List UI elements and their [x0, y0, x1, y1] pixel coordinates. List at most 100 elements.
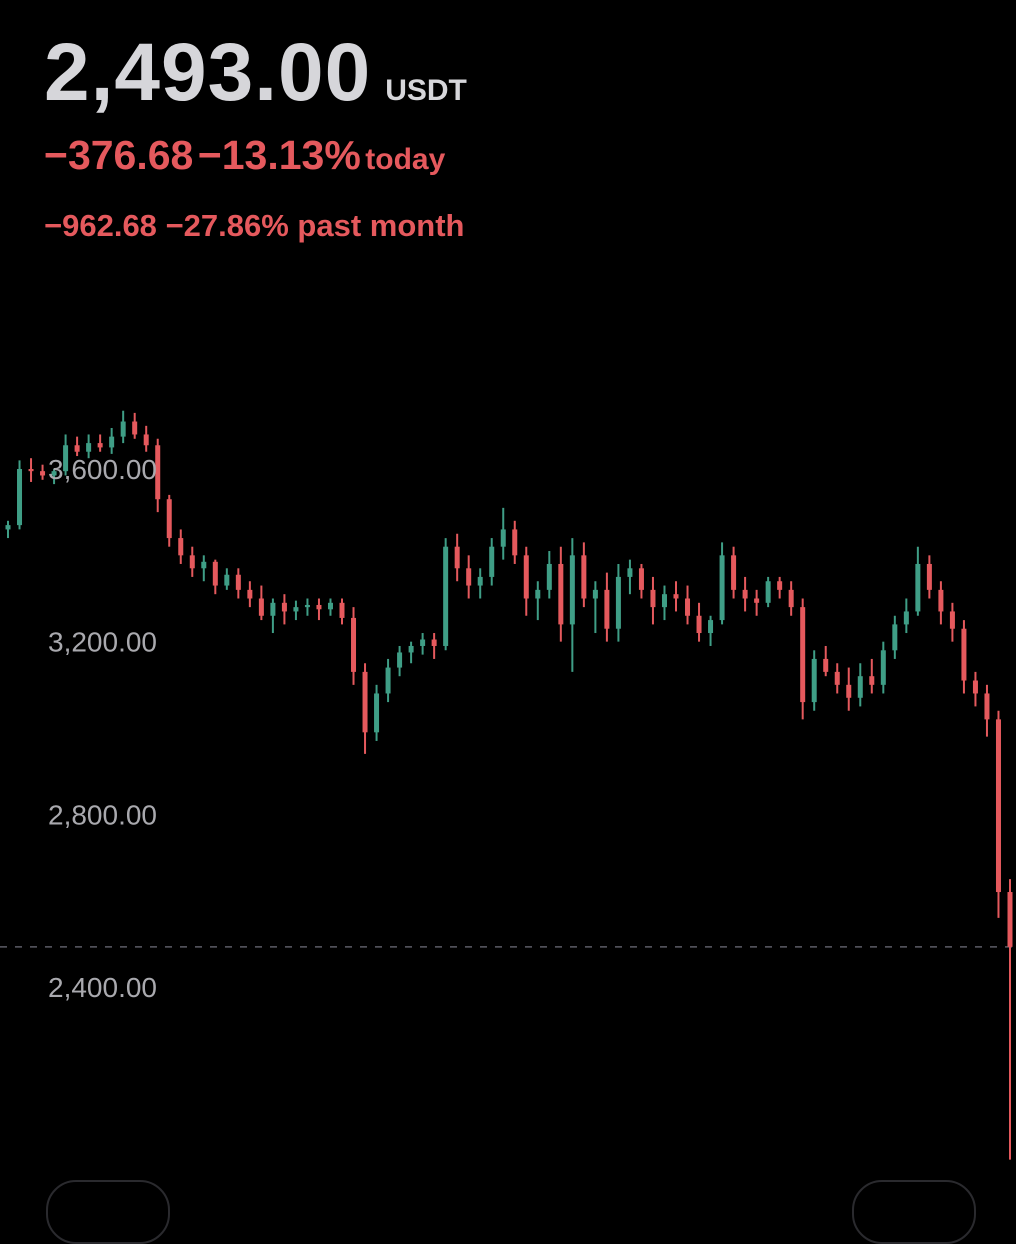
candle-body [800, 607, 806, 703]
candle [500, 507, 506, 560]
candle-body [638, 568, 644, 590]
candle [685, 585, 691, 625]
candle [742, 576, 748, 612]
candle [351, 607, 357, 685]
candle-body [615, 576, 621, 629]
candle-body [316, 604, 322, 610]
candle-body [86, 443, 92, 452]
candle [247, 581, 253, 608]
candle [362, 663, 368, 754]
candle [489, 538, 495, 586]
candle-body [823, 658, 829, 672]
candle-body [270, 602, 276, 616]
candle-body [846, 684, 852, 698]
candle-body [731, 555, 737, 590]
candlestick-chart[interactable]: 3,600.00 3,200.00 2,800.00 2,400.00 [0, 0, 1016, 1200]
candle-body [212, 561, 218, 586]
candle-body [685, 598, 691, 616]
candle [1007, 879, 1013, 1160]
candle-body [627, 568, 633, 577]
candle [777, 576, 783, 599]
candle [166, 494, 172, 547]
candle [938, 581, 944, 625]
candle-body [546, 563, 552, 590]
y-tick-label: 2,400.00 [48, 972, 157, 1003]
candle-body [523, 555, 529, 599]
candle [304, 598, 310, 616]
candle-body [431, 639, 437, 646]
current-price: 2,493.00 [44, 27, 372, 118]
candle-body [673, 594, 679, 599]
candle-body [569, 555, 575, 625]
candle [765, 576, 771, 608]
candle [627, 559, 633, 595]
candle-body [811, 658, 817, 703]
candle [316, 598, 322, 621]
candle-body [385, 667, 391, 694]
candle [880, 641, 886, 694]
candle-body [834, 671, 840, 685]
candle-body [51, 471, 57, 476]
chart-control-right-button[interactable] [852, 1180, 976, 1244]
candle [811, 650, 817, 711]
y-tick-label: 3,200.00 [48, 627, 157, 658]
y-tick-label: 3,600.00 [48, 454, 157, 485]
month-change-abs: −962.68 [44, 208, 157, 243]
candle [523, 546, 529, 616]
candle-body [961, 628, 967, 681]
candle-body [189, 555, 195, 569]
candle [420, 633, 426, 655]
candle [581, 542, 587, 608]
candle-body [604, 589, 610, 629]
candle-body [408, 645, 414, 653]
candle [466, 555, 472, 599]
candle [546, 551, 552, 599]
candle [915, 546, 921, 616]
month-label: past month [297, 208, 465, 243]
candle-body [915, 563, 921, 612]
candle [143, 425, 149, 452]
candle-body [754, 598, 760, 603]
candle-body [708, 620, 714, 634]
candle [397, 645, 403, 677]
candle-body [581, 555, 587, 599]
candle-body [40, 471, 46, 476]
candle-body [258, 598, 264, 616]
candle [972, 671, 978, 707]
candle [926, 555, 932, 599]
chart-control-left-button[interactable] [46, 1180, 170, 1244]
candle-body [661, 594, 667, 608]
candle [224, 568, 230, 590]
candle [846, 667, 852, 711]
candle [270, 598, 276, 634]
candle [454, 533, 460, 582]
candle [86, 434, 92, 459]
candle-body [742, 589, 748, 599]
candle-body [512, 529, 518, 556]
candle-body [857, 676, 863, 698]
candle-body [17, 469, 23, 526]
candle [431, 633, 437, 659]
candle [339, 598, 345, 625]
candle [719, 542, 725, 625]
candle-body [558, 563, 564, 625]
candle-body [869, 676, 875, 685]
candle [984, 684, 990, 737]
candle-body [903, 611, 909, 625]
candle [903, 598, 909, 634]
candle [995, 710, 1001, 918]
candle-body [28, 469, 34, 472]
candle-body [339, 602, 345, 618]
candle [258, 585, 264, 621]
candle [592, 581, 598, 634]
candle-body [74, 445, 80, 452]
candle [293, 600, 299, 621]
candle [281, 594, 287, 625]
candle-body [972, 680, 978, 694]
candle-body [327, 602, 333, 610]
candle-body [97, 443, 103, 448]
candle-body [143, 434, 149, 446]
candle [201, 555, 207, 582]
candle-body [926, 563, 932, 590]
candle-body [374, 693, 380, 733]
